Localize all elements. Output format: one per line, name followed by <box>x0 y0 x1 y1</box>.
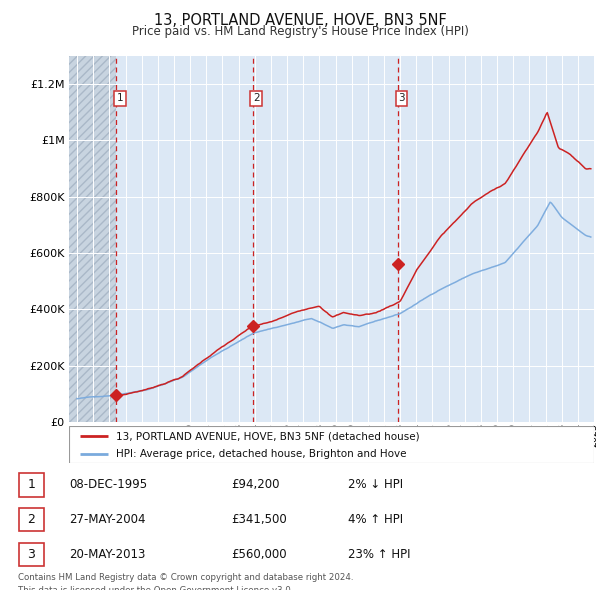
Text: 2: 2 <box>253 93 260 103</box>
Text: 3: 3 <box>28 548 35 561</box>
Text: £341,500: £341,500 <box>231 513 287 526</box>
Text: Price paid vs. HM Land Registry's House Price Index (HPI): Price paid vs. HM Land Registry's House … <box>131 25 469 38</box>
Text: 4% ↑ HPI: 4% ↑ HPI <box>348 513 403 526</box>
Text: 27-MAY-2004: 27-MAY-2004 <box>69 513 146 526</box>
Text: 2% ↓ HPI: 2% ↓ HPI <box>348 478 403 491</box>
Text: This data is licensed under the Open Government Licence v3.0.: This data is licensed under the Open Gov… <box>18 586 293 590</box>
Text: 13, PORTLAND AVENUE, HOVE, BN3 5NF: 13, PORTLAND AVENUE, HOVE, BN3 5NF <box>154 13 446 28</box>
Text: £560,000: £560,000 <box>231 548 287 561</box>
Text: 13, PORTLAND AVENUE, HOVE, BN3 5NF (detached house): 13, PORTLAND AVENUE, HOVE, BN3 5NF (deta… <box>116 431 420 441</box>
Text: 23% ↑ HPI: 23% ↑ HPI <box>348 548 410 561</box>
Text: 1: 1 <box>116 93 123 103</box>
Text: 20-MAY-2013: 20-MAY-2013 <box>69 548 145 561</box>
Bar <box>69 56 116 422</box>
Bar <box>69 56 116 422</box>
Text: 08-DEC-1995: 08-DEC-1995 <box>69 478 147 491</box>
Text: 2: 2 <box>28 513 35 526</box>
Text: £94,200: £94,200 <box>231 478 280 491</box>
Text: 1: 1 <box>28 478 35 491</box>
Text: HPI: Average price, detached house, Brighton and Hove: HPI: Average price, detached house, Brig… <box>116 449 407 459</box>
Text: 3: 3 <box>398 93 405 103</box>
Text: Contains HM Land Registry data © Crown copyright and database right 2024.: Contains HM Land Registry data © Crown c… <box>18 573 353 582</box>
